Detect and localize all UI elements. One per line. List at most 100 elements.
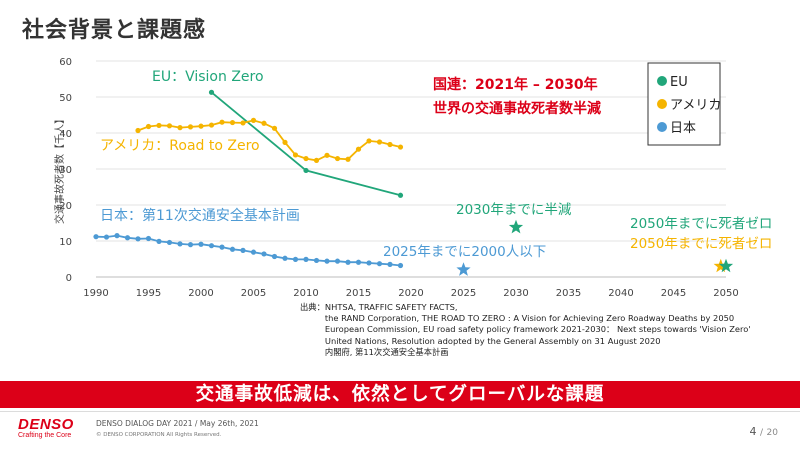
legend-marker	[657, 122, 667, 132]
target-label-japan: 2025年までに2000人以下	[383, 244, 546, 260]
target-label-usa-2050: 2050年までに死者ゼロ	[630, 236, 772, 252]
x-tick-label: 2010	[293, 288, 318, 299]
sources-note: 出典：NHTSA, TRAFFIC SAFETY FACTS, the RAND…	[300, 302, 751, 357]
data-point	[219, 119, 225, 125]
data-point	[324, 152, 330, 158]
annotation-usa: アメリカ：Road to Zero	[100, 138, 260, 154]
data-point	[156, 238, 162, 244]
legend-label: アメリカ	[670, 98, 721, 113]
y-tick-label: 60	[59, 57, 72, 68]
data-point	[376, 261, 383, 267]
legend-marker	[657, 76, 667, 86]
target-label-eu: 2030年までに半減	[456, 201, 572, 218]
data-point	[166, 123, 173, 129]
conclusion-banner: 交通事故低減は、依然としてグローバルな課題	[0, 381, 800, 408]
copyright: © DENSO CORPORATION All Rights Reserved.	[96, 432, 222, 438]
data-point	[103, 234, 110, 240]
data-point	[135, 127, 141, 134]
data-point	[145, 235, 152, 242]
data-point	[292, 256, 299, 262]
denso-logo: DENSO Crafting the Core	[18, 416, 74, 439]
data-point	[208, 243, 215, 249]
data-point	[135, 236, 141, 242]
target-star-icon	[508, 219, 524, 234]
data-point	[324, 258, 330, 264]
page-separator: /	[760, 428, 764, 438]
event-info: DENSO DIALOG DAY 2021 / May 26th, 2021	[96, 419, 259, 428]
annotation-eu: EU：Vision Zero	[152, 69, 264, 85]
y-tick-label: 30	[59, 165, 72, 176]
data-point	[387, 261, 393, 267]
page-total: 20	[766, 428, 778, 438]
data-point	[303, 256, 309, 262]
page-current: 4	[749, 425, 757, 438]
annotation-un-line1: 国連：2021年 – 2030年	[433, 76, 598, 93]
y-tick-label: 20	[59, 201, 72, 212]
data-point	[156, 122, 162, 129]
series-line-japan	[95, 234, 401, 267]
data-point	[250, 249, 257, 255]
data-point	[229, 246, 236, 252]
data-point	[366, 138, 372, 144]
data-point	[261, 251, 267, 257]
annotation-japan: 日本：第11次交通安全基本計画	[100, 207, 300, 224]
x-tick-label: 2025	[451, 288, 476, 299]
annotation-un-line2: 世界の交通事故死者数半減	[433, 100, 601, 117]
data-point	[177, 241, 183, 247]
x-tick-label: 2015	[346, 288, 371, 299]
data-point	[376, 139, 383, 145]
data-point	[240, 120, 246, 126]
data-point	[313, 157, 320, 163]
data-point	[334, 258, 341, 264]
target-star-icon	[456, 262, 471, 276]
y-tick-label: 50	[59, 93, 72, 104]
legend-label: 日本	[670, 121, 696, 136]
x-tick-label: 2050	[713, 288, 738, 299]
page-title: 社会背景と課題感	[22, 18, 207, 43]
target-label-eu-2050: 2050年までに死者ゼロ	[630, 216, 772, 232]
x-tick-label: 2020	[398, 288, 423, 299]
data-point	[261, 120, 267, 126]
data-point	[334, 155, 341, 162]
x-tick-label: 2045	[661, 288, 686, 299]
data-point	[292, 152, 299, 158]
data-point	[187, 124, 194, 130]
data-point	[208, 89, 215, 95]
x-tick-label: 2005	[241, 288, 266, 299]
data-point	[271, 253, 278, 260]
data-point	[303, 167, 309, 174]
data-point	[187, 242, 194, 248]
footer-divider	[0, 411, 800, 412]
target-star-icon	[713, 258, 728, 273]
data-point	[198, 241, 204, 247]
data-point	[229, 119, 236, 126]
data-point	[355, 259, 362, 265]
data-point	[250, 117, 257, 123]
data-point	[366, 260, 372, 266]
data-point	[397, 192, 404, 198]
x-tick-label: 2000	[188, 288, 213, 299]
legend-label: EU	[670, 75, 688, 90]
y-tick-label: 40	[59, 129, 72, 140]
x-tick-label: 2030	[503, 288, 528, 299]
x-tick-label: 2040	[608, 288, 633, 299]
data-point	[208, 122, 215, 128]
data-point	[397, 262, 404, 269]
data-point	[198, 123, 204, 129]
data-point	[282, 255, 288, 261]
data-point	[219, 244, 225, 250]
data-point	[397, 144, 404, 150]
logo-wordmark: DENSO	[18, 416, 74, 433]
y-tick-label: 10	[59, 237, 72, 248]
data-point	[271, 125, 278, 131]
logo-tagline: Crafting the Core	[18, 432, 72, 439]
data-point	[313, 257, 320, 264]
y-axis-label: 交通事故死者数【千人】	[53, 114, 66, 224]
data-point	[166, 239, 173, 246]
legend-marker	[657, 99, 667, 109]
x-tick-label: 1995	[136, 288, 161, 299]
target-star-icon	[718, 258, 734, 273]
y-tick-label: 0	[66, 273, 72, 284]
data-point	[177, 125, 183, 131]
data-point	[145, 123, 152, 130]
